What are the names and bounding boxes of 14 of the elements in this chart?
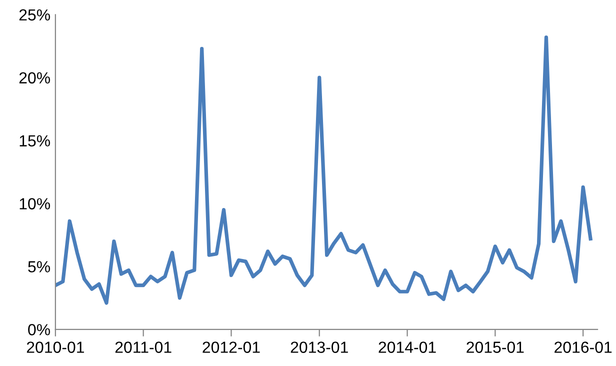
y-tick-label: 20% [19, 72, 50, 84]
x-tick-label: 2013-01 [290, 342, 348, 353]
x-tick-label: 2012-01 [202, 342, 260, 353]
x-tick-label: 2016-01 [554, 342, 612, 353]
y-tick-label: 25% [19, 9, 50, 21]
x-tick-label: 2010-01 [26, 342, 84, 353]
line-series [55, 36, 592, 305]
x-tick-label: 2011-01 [115, 342, 172, 353]
y-tick-label: 5% [28, 261, 50, 272]
x-tick-label: 2014-01 [378, 342, 436, 353]
y-tick-label: 15% [20, 135, 50, 146]
x-tick-label: 2015-01 [466, 342, 524, 353]
y-tick-label: 10% [20, 198, 50, 210]
y-tick-label: 0% [28, 324, 50, 336]
